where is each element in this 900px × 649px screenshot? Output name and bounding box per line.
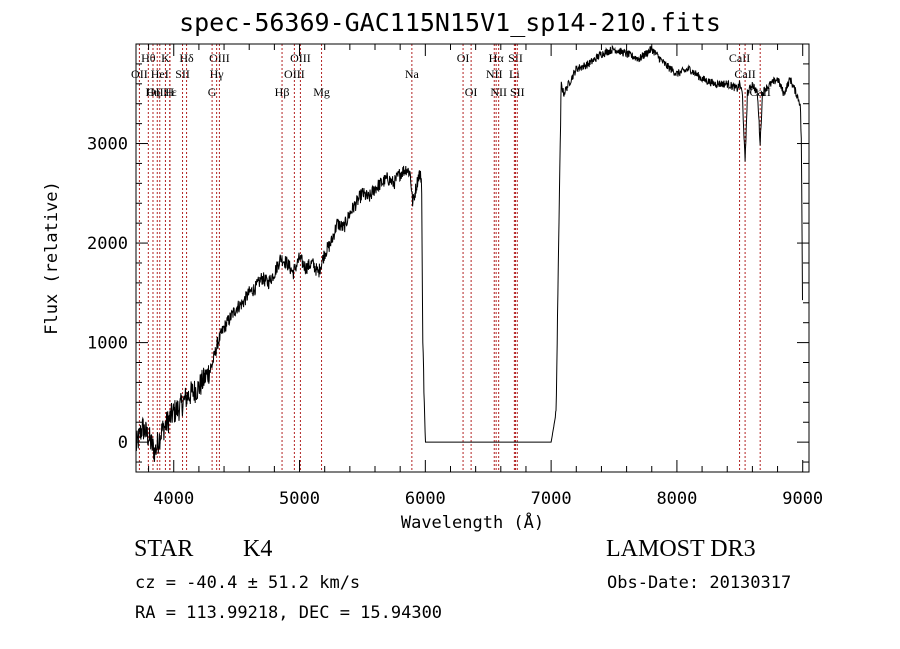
- x-tick-label: 7000: [531, 489, 572, 509]
- redshift-velocity: cz = -40.4 ± 51.2 km/s: [135, 573, 361, 593]
- object-class: STAR: [134, 536, 194, 562]
- observation-date: Obs-Date: 20130317: [607, 573, 792, 593]
- x-tick-label: 6000: [405, 489, 446, 509]
- spectral-line-label: SII: [175, 67, 190, 81]
- spectral-line-label: Hη: [146, 85, 161, 99]
- spectral-line-label: H: [165, 85, 174, 99]
- y-axis-label: Flux (relative): [42, 181, 62, 335]
- x-tick-label: 9000: [782, 489, 823, 509]
- y-tick-label: 1000: [87, 334, 128, 354]
- flux-line: [135, 44, 803, 462]
- x-tick-label: 5000: [279, 489, 320, 509]
- y-tick-label: 3000: [87, 135, 128, 155]
- spectrum-series: [135, 44, 803, 462]
- spectral-line-label: OI: [457, 51, 470, 65]
- plot-frame: [135, 43, 810, 473]
- y-tick-label: 2000: [87, 234, 128, 254]
- spectral-line-label: Na: [405, 67, 420, 81]
- spectral-line-label: HeI: [151, 67, 169, 81]
- survey-name: LAMOST DR3: [606, 536, 756, 562]
- spectral-line-label: CaII: [734, 67, 755, 81]
- chart-title: spec-56369-GAC115N15V1_sp14-210.fits: [179, 8, 721, 37]
- spectral-line-label: K: [161, 51, 170, 65]
- spectral-line-label: OIII: [209, 51, 230, 65]
- spectral-line-label: G: [208, 85, 217, 99]
- spectral-line-label: OIII: [290, 51, 311, 65]
- spectral-line-label: Hγ: [210, 67, 225, 81]
- spectral-line-label: SII: [510, 85, 525, 99]
- spectral-line-label: NII: [486, 67, 503, 81]
- spectral-line-label: Hθ: [141, 51, 156, 65]
- spectral-line-label: OI: [465, 85, 478, 99]
- spectral-line-label: OII: [131, 67, 148, 81]
- x-tick-label: 8000: [656, 489, 697, 509]
- x-tick-label: 4000: [153, 489, 194, 509]
- spectral-line-label: OIII: [147, 85, 168, 99]
- spectral-line-label: NII: [490, 85, 507, 99]
- spectral-line-label: OIII: [284, 67, 305, 81]
- spectral-line-label: Hβ: [275, 85, 290, 99]
- spectral-line-label: Hα: [489, 51, 505, 65]
- spectral-line-label: CaII: [729, 51, 750, 65]
- spectral-line-label: Mg: [313, 85, 330, 99]
- axis-ticks: 4000 5000 6000 7000 8000 9000 0 1000 2000 3000: [87, 44, 823, 509]
- object-subclass: K4: [243, 536, 273, 562]
- spectral-line-label: SII: [508, 51, 523, 65]
- spectral-line-label: Li: [509, 67, 520, 81]
- coordinates: RA = 113.99218, DEC = 15.94300: [135, 603, 443, 623]
- x-axis-label: Wavelength (Å): [401, 511, 544, 533]
- y-tick-label: 0: [118, 433, 128, 453]
- spectral-line-label: Hδ: [179, 51, 194, 65]
